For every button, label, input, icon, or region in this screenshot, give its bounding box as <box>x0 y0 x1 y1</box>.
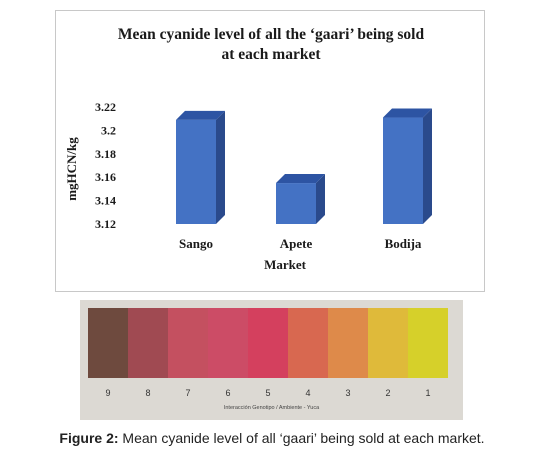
swatch-number: 3 <box>345 388 351 398</box>
color-swatch <box>328 308 368 378</box>
color-chart-photo: 9 8 7 6 5 4 3 2 1 Interacción Genotipo / Ambient… <box>80 300 463 420</box>
color-swatch <box>128 308 168 378</box>
swatch-number: 6 <box>225 388 231 398</box>
swatch-number: 5 <box>265 388 271 398</box>
bar-apete <box>276 174 325 224</box>
y-tick-label: 3.12 <box>95 217 116 231</box>
figure-caption: Figure 2: Mean cyanide level of all ‘gaa… <box>0 430 544 446</box>
color-swatch <box>88 308 128 378</box>
category-label-sango: Sango <box>179 236 213 251</box>
y-axis-title: mgHCN/kg <box>64 137 79 201</box>
x-axis-title: Market <box>264 257 307 272</box>
bar-side-face <box>216 110 225 224</box>
bar-chart: Mean cyanide level of all the ‘gaari’ be… <box>64 26 432 272</box>
swatch-number: 7 <box>185 388 191 398</box>
bar-front-face <box>383 117 423 224</box>
color-swatch <box>288 308 328 378</box>
bar-side-face <box>423 108 432 224</box>
color-swatch <box>408 308 448 378</box>
figure-caption-text: Mean cyanide level of all ‘gaari’ being … <box>118 430 485 446</box>
swatch-number: 1 <box>425 388 431 398</box>
category-label-apete: Apete <box>280 236 313 251</box>
y-tick-label: 3.18 <box>95 147 116 161</box>
color-swatch <box>168 308 208 378</box>
y-tick-label: 3.22 <box>95 100 116 114</box>
bar-side-face <box>316 174 325 224</box>
color-swatch <box>248 308 288 378</box>
swatch-number: 8 <box>145 388 151 398</box>
y-tick-label: 3.16 <box>95 170 116 184</box>
bar-front-face <box>276 183 316 224</box>
swatch-number: 4 <box>305 388 311 398</box>
category-label-bodija: Bodija <box>385 236 422 251</box>
color-chart-caption: Interacción Genotipo / Ambiente - Yuca <box>223 405 320 411</box>
chart-title-line-1: Mean cyanide level of all the ‘gaari’ be… <box>118 26 425 43</box>
bar-top-face <box>176 110 225 120</box>
bar-front-face <box>176 119 216 224</box>
swatch-number: 9 <box>105 388 111 398</box>
bar-bodija <box>383 108 432 224</box>
y-tick-label: 3.14 <box>95 194 116 208</box>
swatch-number: 2 <box>385 388 391 398</box>
color-swatch <box>368 308 408 378</box>
bar-sango <box>176 110 225 224</box>
color-swatch <box>208 308 248 378</box>
figure-label: Figure 2: <box>59 430 119 446</box>
chart-title-line-2: at each market <box>222 46 322 63</box>
bar-top-face <box>383 108 432 118</box>
bar-top-face <box>276 174 325 184</box>
chart-frame: Mean cyanide level of all the ‘gaari’ be… <box>55 10 485 292</box>
y-tick-label: 3.2 <box>101 123 116 137</box>
